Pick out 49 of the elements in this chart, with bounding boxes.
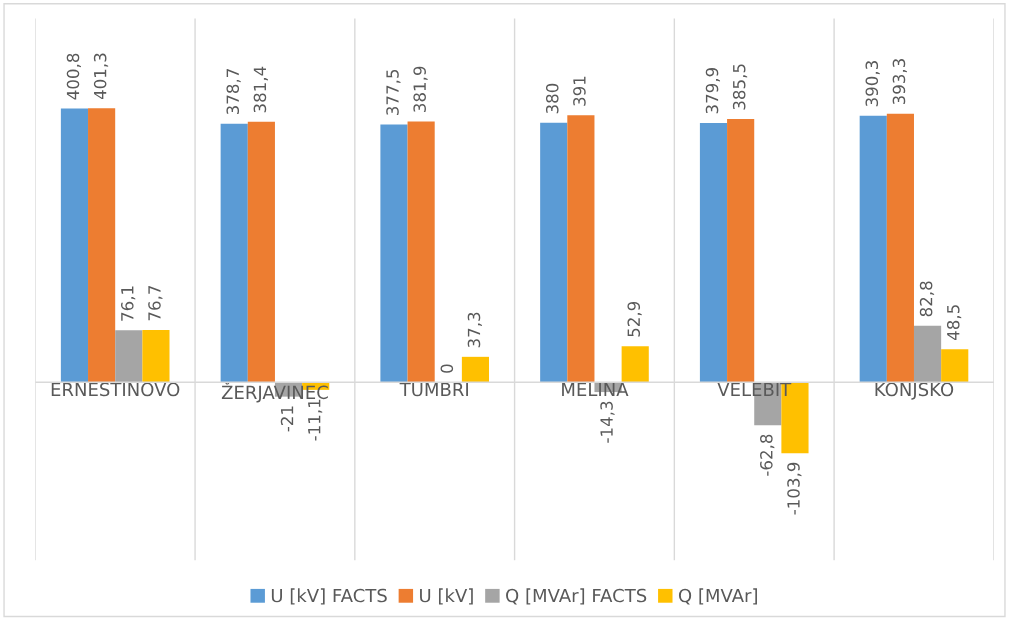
data-label: 52,9: [627, 301, 642, 337]
data-label: -21: [280, 406, 294, 432]
bar: [859, 115, 887, 383]
bar: [699, 122, 728, 383]
data-label: 82,8: [919, 281, 935, 317]
data-label: 378,7: [226, 69, 241, 115]
data-label: 48,5: [946, 305, 962, 341]
bar: [567, 115, 595, 383]
data-label: 391: [573, 76, 586, 106]
x-tick-label: TUMBRI: [399, 382, 468, 397]
data-label: 76,7: [148, 285, 163, 321]
data-label: -62,8: [760, 434, 775, 476]
x-tick-label: MELINA: [562, 382, 629, 397]
data-label: 37,3: [467, 312, 482, 348]
bar: [380, 124, 408, 383]
bar: [142, 329, 170, 383]
data-label: 381,4: [253, 66, 268, 113]
bar: [886, 113, 914, 383]
data-label: 401,3: [93, 53, 109, 100]
bar: [60, 108, 89, 383]
bar: [115, 330, 143, 383]
x-tick-label: KONJSKO: [875, 382, 954, 400]
data-label: 400,8: [66, 53, 81, 100]
data-label: 380: [545, 83, 559, 114]
bar: [247, 121, 275, 383]
data-label: 379,9: [705, 68, 721, 114]
legend-label: U [kV]: [420, 588, 473, 605]
bar: [727, 119, 755, 383]
data-label: -14,3: [600, 401, 615, 443]
bar: [621, 346, 649, 383]
legend-label: Q [MVAr] FACTS: [506, 588, 647, 605]
bar: [461, 356, 490, 383]
data-label: 76,1: [121, 286, 136, 321]
data-label: -103,9: [787, 462, 802, 515]
bar: [540, 122, 568, 383]
data-label: 390,3: [865, 61, 880, 107]
legend-label: Q [MVAr]: [678, 588, 757, 605]
data-label: 377,5: [386, 69, 401, 115]
bar: [88, 108, 116, 383]
bar: [407, 121, 435, 383]
bar: [220, 123, 248, 383]
bar: [913, 325, 942, 383]
data-label: 0: [440, 364, 454, 373]
legend-label: U [kV] FACTS: [271, 588, 387, 605]
data-label: 381,9: [413, 66, 428, 112]
data-label: 393,3: [892, 59, 907, 105]
data-label: 385,5: [732, 64, 748, 110]
bar: [941, 349, 969, 383]
x-tick-label: ERNESTINOVO: [51, 382, 180, 397]
